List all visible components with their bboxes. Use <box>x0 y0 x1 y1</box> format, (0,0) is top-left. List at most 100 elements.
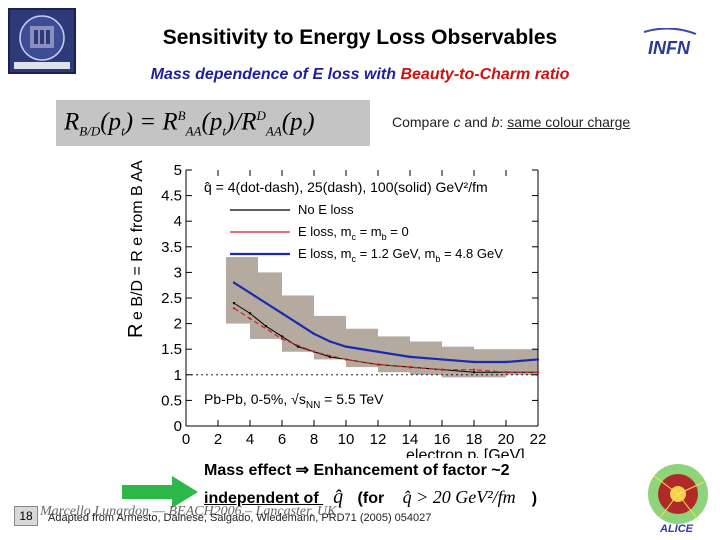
series-2-point-9 <box>408 355 412 359</box>
series-2-point-13 <box>536 358 540 361</box>
series-1-point-10 <box>536 371 540 374</box>
presenter-credit: Marcello Lunardon — BEACH2006 – Lancaste… <box>40 504 337 519</box>
collision-event-icon: ALICE <box>648 464 708 535</box>
x-tick-label-0: 0 <box>182 431 190 448</box>
alice-logo-text: ALICE <box>659 523 694 534</box>
series-1-point-9 <box>504 371 508 374</box>
x-tick-label-11: 22 <box>530 431 547 448</box>
series-2-point-12 <box>504 360 508 364</box>
y-tick-label-5: 2.5 <box>161 290 182 307</box>
system-annotation: Pb-Pb, 0-5%, √sNN = 5.5 TeV <box>204 391 384 411</box>
formula-num-args-sub: t <box>222 123 226 139</box>
y-tick-label-4: 2 <box>174 316 182 333</box>
infn-logo-icon: INFN <box>643 27 697 58</box>
y-axis-label: R <box>125 324 147 338</box>
chart-layer: 0 2 4 6 8 10 12 14 16 18 20 22 0 0.5 1 1.5 2 2.5 3 3.5 4 4.5 5… <box>125 158 546 458</box>
y-tick-label-0: 0 <box>174 418 182 435</box>
note-and: and <box>460 114 492 130</box>
x-tick-label-9: 18 <box>466 431 483 448</box>
y-tick-label-2: 1 <box>174 367 182 384</box>
series-2-point-4 <box>296 322 300 325</box>
series-1-point-6 <box>408 365 412 369</box>
formula-den-args: (p <box>281 108 303 136</box>
series-2-point-0 <box>232 281 236 284</box>
series-0-point-2 <box>264 324 268 328</box>
y-tick-label-9: 4.5 <box>161 188 182 205</box>
subtitle-highlight: Beauty-to-Charm ratio <box>400 66 570 83</box>
university-logo <box>8 8 76 74</box>
series-2-point-11 <box>472 360 476 364</box>
slide-title: Sensitivity to Energy Loss Observables <box>162 26 558 49</box>
x-tick-label-5: 10 <box>338 431 355 448</box>
series-1-point-7 <box>440 368 444 371</box>
independent-line: independent of q̂ (for q̂ > 20 GeV²/fm) <box>204 486 537 509</box>
formula-lhs: R <box>64 108 80 136</box>
formula-eq: ) = R <box>124 108 178 136</box>
qhat-symbol: q̂ <box>333 486 344 508</box>
y-tick-label-7: 3.5 <box>161 239 182 256</box>
university-seal-icon <box>14 15 70 69</box>
series-1-point-8 <box>472 368 476 371</box>
footer-for: (for <box>353 490 389 507</box>
note-underlined: same colour charge <box>507 114 631 130</box>
series-1-point-5 <box>376 363 380 366</box>
error-box-3 <box>314 315 346 360</box>
x-tick-label-2: 4 <box>246 431 254 448</box>
formula-end: ) <box>306 108 315 136</box>
x-tick-label-4: 8 <box>310 431 318 448</box>
series-1-point-2 <box>280 337 284 341</box>
formula-den-args-sub: t <box>302 123 307 139</box>
x-tick-label-1: 2 <box>214 431 222 448</box>
note-prefix: Compare <box>392 114 454 130</box>
x-tick-label-8: 16 <box>434 431 451 448</box>
y-tick-label-1: 0.5 <box>161 392 182 409</box>
formula-args-sub: t <box>121 123 125 139</box>
legend-label-1: E loss, mc = mb = 0 <box>298 224 409 242</box>
series-line-2 <box>233 281 539 364</box>
y-tick-label-10: 5 <box>174 162 182 179</box>
qhat-condition: q̂ > 20 GeV²/fm <box>402 487 516 507</box>
footer-independent: independent of <box>204 490 324 507</box>
note-colon: : <box>499 114 508 130</box>
citation: Adapted from Armesto, Dainese, Salgado, … <box>48 512 432 524</box>
y-axis-label-detail: e B/D = R e from B AA /R e from D AA <box>129 158 146 320</box>
formula-mid: )/R <box>225 108 257 136</box>
series-2-point-6 <box>328 340 332 343</box>
infn-logo: INFN <box>640 27 700 60</box>
series-2-point-7 <box>344 345 348 348</box>
right-arrow-icon <box>122 476 198 508</box>
compare-note: Compare c and b: same colour charge <box>392 114 630 130</box>
error-box-1 <box>250 272 282 339</box>
series-2-point-2 <box>264 301 268 305</box>
slide-subtitle: Mass dependence of E loss with Beauty-to… <box>0 66 720 84</box>
series-0-point-0 <box>232 301 236 305</box>
formula-num-sub: AA <box>185 123 202 139</box>
series-1-point-3 <box>312 350 316 353</box>
series-1-point-4 <box>344 358 348 361</box>
ratio-formula: RB/D(pt) = RBAA(pt)/RDAA(pt) <box>64 108 315 139</box>
series-2-point-10 <box>440 358 444 361</box>
series-1-point-1 <box>248 317 252 320</box>
formula-num-sup: B <box>177 108 186 123</box>
formula-den-sup: D <box>256 108 266 123</box>
formula-lhs-sub: B/D <box>79 123 101 139</box>
formula-num-args: (p <box>201 108 223 136</box>
x-tick-label-10: 20 <box>498 431 515 448</box>
mass-effect-line: Mass effect ⇒ Enhancement of factor ~2 <box>204 460 510 480</box>
alice-event-display: ALICE <box>646 462 710 535</box>
y-tick-label-3: 1.5 <box>161 341 182 358</box>
ratio-chart: 0 2 4 6 8 10 12 14 16 18 20 22 0 0.5 1 1.5 2 2.5 3 3.5 4 4.5 5… <box>125 158 546 458</box>
footer-mass-effect: Mass effect <box>204 462 296 479</box>
implies-arrow: ⇒ <box>295 462 309 479</box>
formula-args: (p <box>100 108 122 136</box>
x-tick-label-7: 14 <box>402 431 419 448</box>
note-c: c <box>453 114 461 130</box>
arrow-graphic <box>122 474 200 515</box>
y-tick-label-6: 3 <box>174 264 182 281</box>
series-line-0 <box>233 302 538 373</box>
series-1-point-0 <box>232 307 236 310</box>
x-tick-label-3: 6 <box>278 431 286 448</box>
series-0-point-3 <box>280 335 284 338</box>
y-tick-label-8: 4 <box>174 213 182 230</box>
series-0-point-11 <box>472 371 476 374</box>
